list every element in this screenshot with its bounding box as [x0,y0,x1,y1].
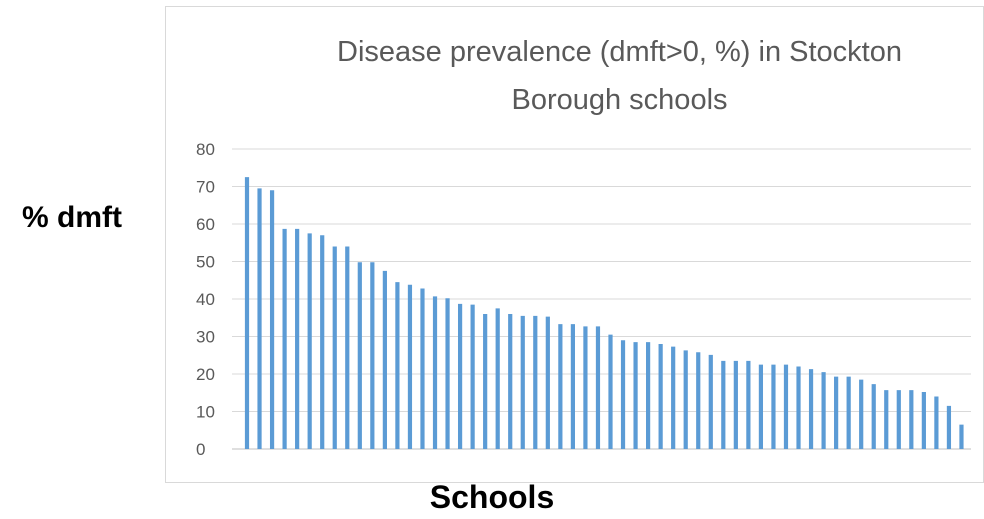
bar [896,390,901,450]
bar [508,314,513,449]
bar [470,304,475,450]
bar [595,326,601,450]
bar [320,235,325,449]
bar [520,315,525,450]
gridlines [232,148,971,450]
bar [257,188,262,450]
bar [834,376,839,450]
y-tick-label: 50 [196,253,215,272]
chart-title-line: Borough schools [511,84,727,116]
bar [758,364,764,450]
bar [395,282,400,450]
y-tick-label: 10 [196,403,215,422]
bar [370,262,375,449]
bar [783,364,789,450]
bar [721,360,726,450]
bar [357,262,362,449]
bar [796,366,801,449]
y-tick-label: 80 [196,140,215,159]
bar [282,228,287,450]
bar [558,324,563,450]
bar [457,303,463,450]
bar [871,384,876,450]
y-tick-label: 40 [196,290,215,309]
bar [445,298,450,449]
bar [921,392,926,449]
y-axis-label: % dmft [22,201,122,234]
chart-title: Disease prevalence (dmft>0, %) in Stockt… [337,36,902,116]
bar [332,246,337,449]
bar [946,405,952,450]
bar [244,177,250,450]
bar [495,308,500,450]
bar [570,324,575,450]
bar [708,354,713,450]
bar [934,396,939,449]
bar [608,334,613,450]
bar [382,270,387,450]
bar [633,342,638,450]
bar [671,346,676,450]
bar [808,369,814,450]
y-tick-label: 0 [196,440,205,459]
bar [821,372,826,450]
bar [483,314,488,449]
bar [884,390,889,450]
bar [733,360,738,450]
bar [683,350,688,450]
bar [746,360,751,450]
y-axis-ticks: 0 10 20 30 40 50 60 70 80 [196,140,215,459]
bar [646,342,651,450]
bar [620,340,626,449]
chart-frame: Disease prevalence (dmft>0, %) in Stockt… [165,6,984,483]
bars [244,177,964,450]
y-tick-label: 30 [196,328,215,347]
bar [533,315,538,450]
x-axis-label: Schools [429,479,555,515]
chart-plot: Disease prevalence (dmft>0, %) in Stockt… [196,36,971,459]
bar [959,424,964,450]
bar [909,390,914,450]
bar [771,364,776,450]
bar [345,246,350,449]
bar [420,288,425,449]
y-tick-label: 20 [196,365,215,384]
bar [545,316,550,450]
bar [696,352,701,449]
bar [295,228,300,450]
bar [583,326,588,450]
bar [307,233,312,450]
bar [269,190,275,449]
y-tick-label: 60 [196,215,215,234]
chart-title-line: Disease prevalence (dmft>0, %) in Stockt… [337,36,902,68]
bar [846,376,851,450]
bar [432,296,438,450]
bar [859,379,864,450]
bar [658,344,663,449]
bar [407,284,413,449]
y-tick-label: 70 [196,178,215,197]
